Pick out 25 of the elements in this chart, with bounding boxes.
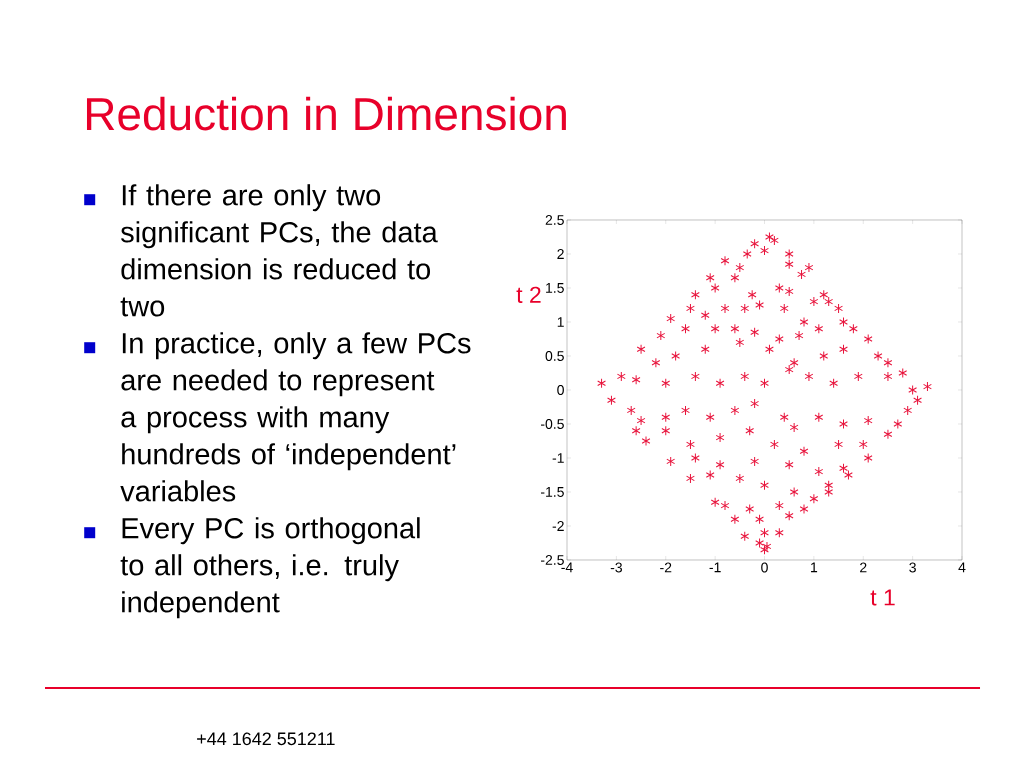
x-tick-label: -1 — [709, 562, 721, 573]
text: In practice, only a few PCs are needed to represent a process with many hundreds of ‘independent’ variables — [120, 332, 471, 502]
x-tick-label: 2 — [860, 562, 867, 573]
y-tick-label: 0.5 — [545, 351, 564, 361]
x-axis-title: t 1 — [870, 589, 895, 606]
x-tick-label: 1 — [811, 562, 818, 573]
text: +44 1642 551211 — [197, 732, 335, 746]
text: If there are only two significant PCs, the data dimension is reduced to two — [120, 184, 438, 317]
x-tick-label: 4 — [958, 562, 966, 573]
y-tick-label: -1 — [552, 453, 564, 463]
x-tick-label: -3 — [610, 562, 622, 573]
x-tick-label: -2 — [660, 562, 672, 573]
y-tick-label: 1 — [557, 317, 564, 327]
y-tick-label: -1.5 — [540, 487, 564, 497]
y-tick-label: 2.5 — [545, 215, 564, 225]
text: Every PC is orthogonal to all others, i.e. truly independent — [120, 517, 420, 619]
x-tick-label: 0 — [761, 562, 768, 573]
chart-title: Reduction in Dimension — [86, 96, 566, 131]
y-tick-label: 0 — [557, 385, 564, 395]
y-axis-title: t 2 — [516, 286, 541, 303]
y-tick-label: -2 — [552, 521, 564, 531]
y-tick-label: 1.5 — [546, 283, 564, 293]
y-tick-label: 2 — [557, 249, 564, 259]
x-tick-label: 3 — [909, 562, 916, 573]
y-tick-label: -0.5 — [540, 419, 564, 429]
